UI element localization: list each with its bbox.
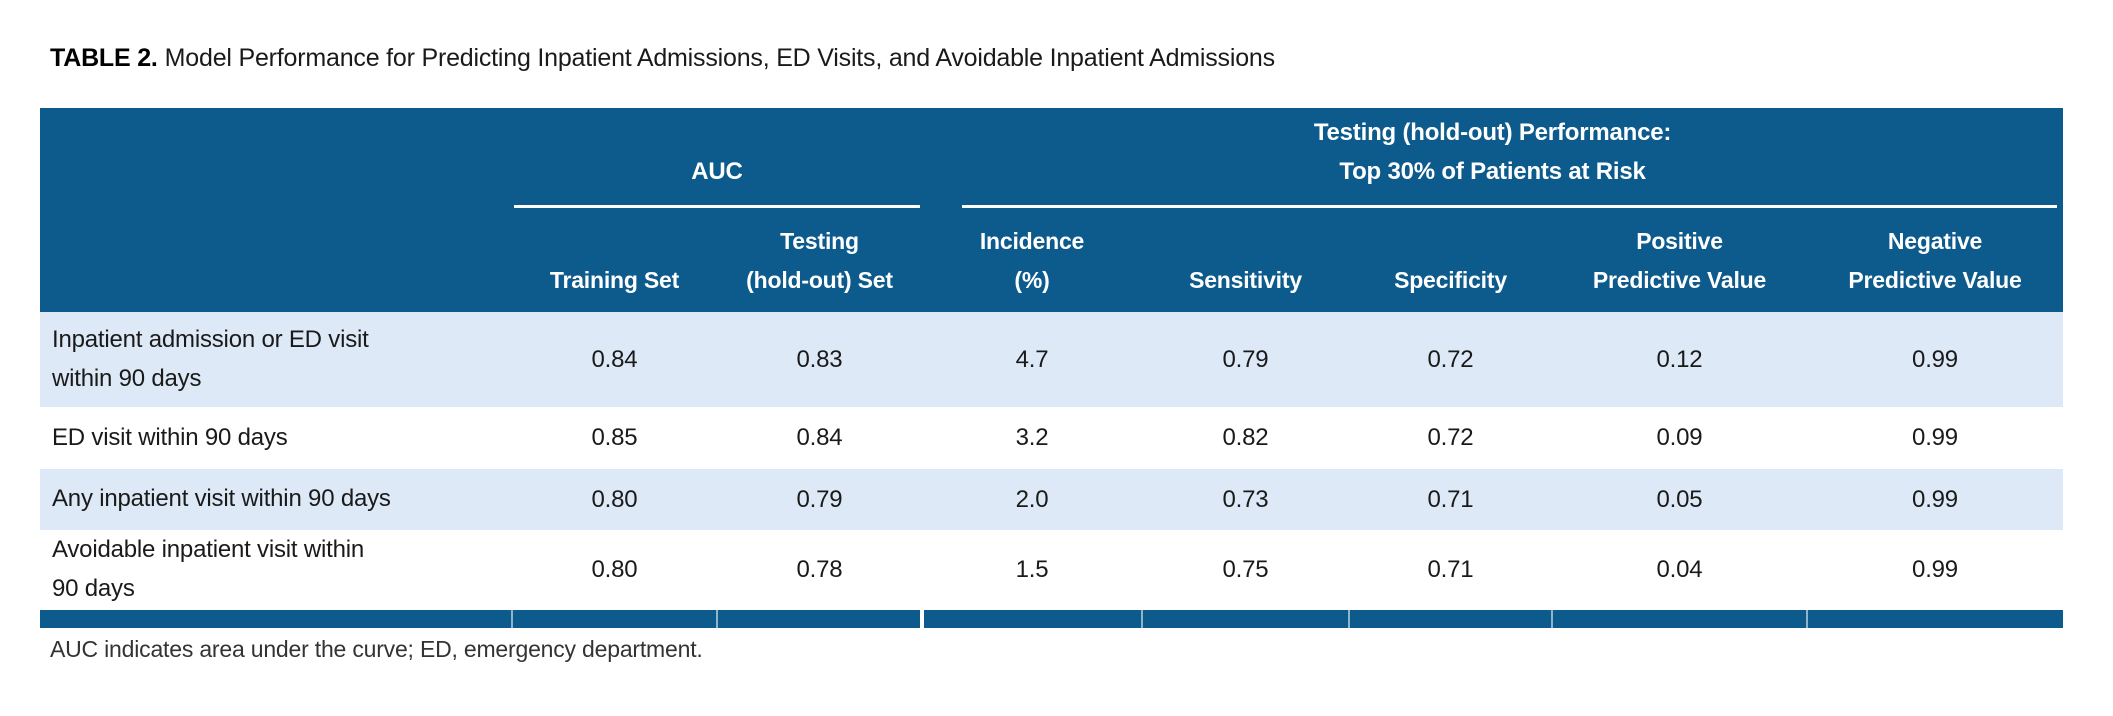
cell-value: 0.99 [1807, 407, 2064, 469]
bar-segment [1348, 610, 1552, 628]
cell-value: 0.80 [512, 530, 717, 610]
corner-cell [40, 108, 512, 312]
cell-value: 0.99 [1807, 312, 2064, 407]
bar-segment [1141, 610, 1349, 628]
cell-value: 0.72 [1349, 407, 1552, 469]
group-label-line: Top 30% of Patients at Risk [1339, 158, 1646, 186]
col-header-specificity: Specificity [1349, 208, 1552, 312]
bar-segment [1551, 610, 1807, 628]
table-row: Any inpatient visit within 90 days 0.80 … [40, 469, 2064, 530]
table-title-text: Model Performance for Predicting Inpatie… [164, 44, 1275, 72]
group-header-auc: AUC [512, 108, 922, 208]
group-label-line: Testing (hold-out) Performance: [1313, 118, 1672, 146]
cell-value: 0.72 [1349, 312, 1552, 407]
cell-value: 0.82 [1142, 407, 1349, 469]
cell-value: 0.99 [1807, 530, 2064, 610]
cell-value: 0.71 [1349, 469, 1552, 530]
row-label-line: within 90 days [52, 364, 202, 392]
cell-value: 0.71 [1349, 530, 1552, 610]
cell-value: 0.73 [1142, 469, 1349, 530]
cell-value: 0.83 [717, 312, 922, 407]
cell-value: 0.09 [1552, 407, 1807, 469]
col-header-line: Predictive Value [1848, 266, 2022, 293]
cell-value: 2.0 [922, 469, 1142, 530]
row-label-line: Inpatient admission or ED visit [52, 325, 369, 353]
cell-value: 0.84 [717, 407, 922, 469]
table-footnote: AUC indicates area under the curve; ED, … [50, 636, 703, 662]
col-header-line: Specificity [1394, 266, 1507, 293]
cell-value: 0.80 [512, 469, 717, 530]
table-row: Inpatient admission or ED visit within 9… [40, 312, 2064, 407]
column-header-row: Training Set Testing (hold-out) Set Inci… [40, 208, 2064, 312]
bar-segment [1805, 610, 2064, 628]
row-label-line: ED visit within 90 days [52, 423, 288, 451]
col-header-line: Testing [780, 227, 859, 254]
col-header-negative-predictive-value: Negative Predictive Value [1807, 208, 2064, 312]
cell-value: 0.78 [717, 530, 922, 610]
col-header-line: Predictive Value [1592, 266, 1767, 293]
cell-value: 0.75 [1142, 530, 1349, 610]
bar-segment [40, 610, 512, 628]
col-header-line: (hold-out) Set [746, 266, 893, 293]
cell-value: 4.7 [922, 312, 1142, 407]
table-header: AUC Testing (hold-out) Performance: Top … [40, 108, 2064, 312]
table-title: TABLE 2. Model Performance for Predicting… [50, 44, 1275, 73]
col-header-training-set: Training Set [512, 208, 717, 312]
group-underline [514, 205, 920, 208]
cell-value: 0.85 [512, 407, 717, 469]
group-header-row: AUC Testing (hold-out) Performance: Top … [40, 108, 2064, 312]
row-label: Inpatient admission or ED visit within 9… [40, 312, 512, 407]
col-header-line: Incidence [979, 227, 1085, 254]
col-header-line: Negative [1887, 227, 1983, 254]
bar-segment [511, 610, 717, 628]
col-header-line: (%) [1014, 266, 1050, 293]
cell-value: 0.84 [512, 312, 717, 407]
cell-value: 0.79 [1142, 312, 1349, 407]
cell-value: 0.05 [1552, 469, 1807, 530]
cell-value: 1.5 [922, 530, 1142, 610]
table-body: Inpatient admission or ED visit within 9… [40, 312, 2064, 628]
cell-value: 0.99 [1807, 469, 2064, 530]
row-label-line: Any inpatient visit within 90 days [52, 485, 391, 513]
cell-value: 0.04 [1552, 530, 1807, 610]
bar-segment [716, 610, 922, 628]
group-header-testing-performance: Testing (hold-out) Performance: Top 30% … [922, 108, 2064, 208]
row-label-line: 90 days [52, 575, 135, 602]
group-underline [962, 205, 2058, 208]
table-number-label: TABLE 2. [50, 44, 158, 72]
row-label: Any inpatient visit within 90 days [40, 469, 512, 530]
col-header-line: Sensitivity [1189, 266, 1302, 293]
table-row: ED visit within 90 days 0.85 0.84 3.2 0.… [40, 407, 2064, 469]
row-label-line: Avoidable inpatient visit within [52, 536, 365, 564]
col-header-incidence: Incidence (%) [922, 208, 1142, 312]
row-label: ED visit within 90 days [40, 407, 512, 469]
col-header-line: Positive [1636, 227, 1723, 254]
model-performance-table: AUC Testing (hold-out) Performance: Top … [40, 108, 2064, 628]
col-header-positive-predictive-value: Positive Predictive Value [1552, 208, 1807, 312]
col-header-testing-set: Testing (hold-out) Set [717, 208, 922, 312]
cell-value: 0.79 [717, 469, 922, 530]
cell-value: 3.2 [922, 407, 1142, 469]
table-row: Avoidable inpatient visit within 90 days… [40, 530, 2064, 610]
row-label: Avoidable inpatient visit within 90 days [40, 530, 512, 610]
cell-value: 0.12 [1552, 312, 1807, 407]
table-bottom-bar [40, 610, 2064, 628]
bar-segment [920, 610, 1142, 628]
col-header-sensitivity: Sensitivity [1142, 208, 1349, 312]
col-header-line: Training Set [549, 266, 680, 293]
group-label-line: AUC [691, 158, 743, 186]
